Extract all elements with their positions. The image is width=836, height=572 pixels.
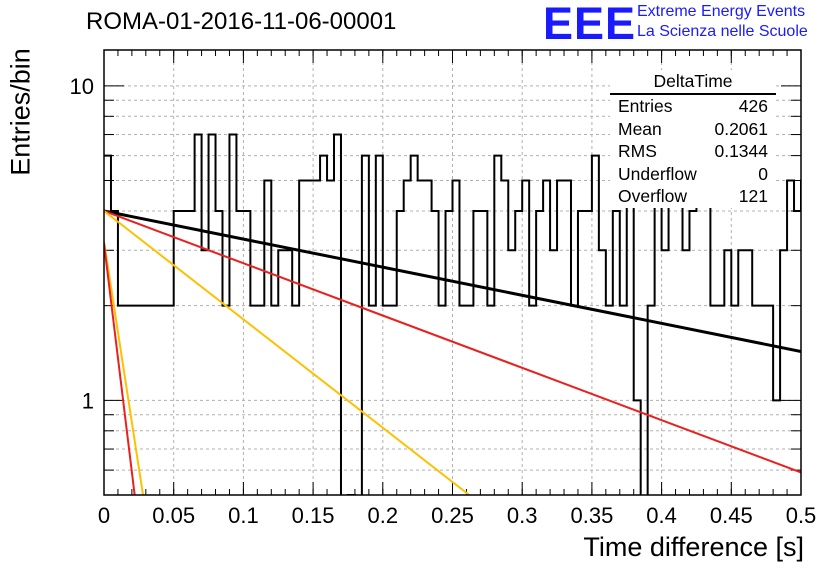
stats-row-mean: Mean 0.2061 — [610, 118, 776, 141]
stats-label: Entries — [618, 96, 673, 116]
stats-value: 0 — [758, 163, 768, 184]
x-tick-label: 0.05 — [152, 503, 195, 528]
y-tick-label: 1 — [82, 388, 94, 413]
plot-frame — [103, 49, 802, 496]
fit-line — [104, 209, 801, 353]
stats-value: 0.2061 — [714, 118, 768, 139]
x-tick-label: 0.1 — [228, 503, 259, 528]
histogram-series — [104, 133, 801, 495]
x-tick-label: 0.35 — [570, 503, 613, 528]
stats-label: RMS — [618, 141, 657, 161]
fit-line — [104, 241, 145, 495]
fit-line — [104, 210, 801, 474]
x-tick-label: 0.15 — [292, 503, 335, 528]
fit-line — [104, 210, 470, 495]
fit-line — [104, 243, 136, 495]
stats-value: 426 — [738, 96, 768, 116]
x-tick-label: 0.45 — [710, 503, 753, 528]
x-tick-label: 0.3 — [507, 503, 538, 528]
x-tick-label: 0.4 — [646, 503, 677, 528]
stats-label: Mean — [618, 118, 662, 139]
x-tick-label: 0 — [98, 503, 110, 528]
logo-line2: La Scienza nelle Scuole — [637, 23, 808, 40]
stats-row-entries: Entries 426 — [610, 95, 776, 118]
stats-row-underflow: Underflow 0 — [610, 163, 776, 186]
y-tick-label: 10 — [70, 74, 94, 99]
x-tick-label: 0.5 — [786, 503, 817, 528]
stats-row-rms: RMS 0.1344 — [610, 140, 776, 163]
x-tick-label: 0.2 — [368, 503, 399, 528]
stats-row-overflow: Overflow 121 — [610, 185, 776, 208]
x-axis-label: Time difference [s] — [583, 532, 804, 562]
stats-value: 0.1344 — [714, 141, 768, 161]
y-axis-label-wrap: Entries/bin — [4, 0, 38, 572]
stats-label: Underflow — [618, 163, 697, 184]
y-axis-label: Entries/bin — [5, 48, 36, 176]
stats-value: 121 — [738, 186, 768, 206]
chart-title: ROMA-01-2016-11-06-00001 — [86, 8, 397, 35]
eee-logo: EEE — [543, 0, 637, 49]
stats-title: DeltaTime — [610, 70, 776, 95]
logo-line1: Extreme Energy Events — [637, 3, 806, 20]
stats-box: DeltaTime Entries 426 Mean 0.2061 RMS 0.… — [610, 70, 776, 208]
x-tick-label: 0.25 — [431, 503, 474, 528]
stats-label: Overflow — [618, 186, 688, 206]
